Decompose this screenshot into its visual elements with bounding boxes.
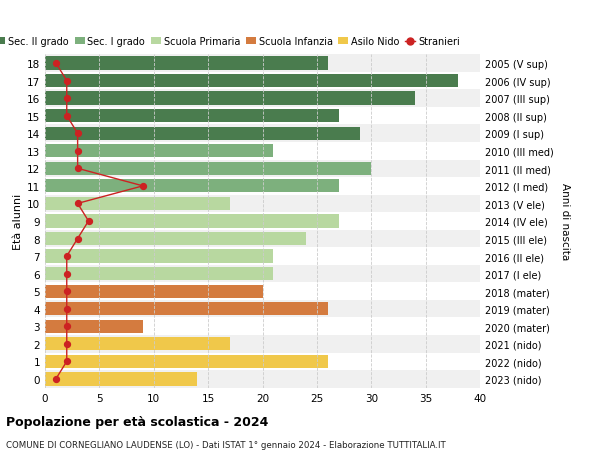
Bar — [45, 337, 230, 351]
Bar — [45, 302, 328, 316]
Point — [73, 130, 82, 138]
Bar — [45, 180, 338, 193]
Bar — [45, 215, 338, 228]
Legend: Sec. II grado, Sec. I grado, Scuola Primaria, Scuola Infanzia, Asilo Nido, Stran: Sec. II grado, Sec. I grado, Scuola Prim… — [0, 37, 460, 47]
Bar — [45, 75, 458, 88]
Y-axis label: Anni di nascita: Anni di nascita — [560, 183, 570, 260]
Point — [73, 148, 82, 155]
Bar — [45, 143, 480, 160]
Point — [62, 288, 71, 295]
Point — [51, 375, 61, 383]
Bar — [45, 107, 480, 125]
Point — [73, 165, 82, 173]
Point — [62, 270, 71, 278]
Bar — [45, 195, 480, 213]
Bar — [45, 162, 371, 175]
Point — [73, 235, 82, 243]
Bar — [45, 125, 480, 143]
Bar — [45, 230, 480, 248]
Bar — [45, 248, 480, 265]
Point — [51, 60, 61, 67]
Bar — [45, 90, 480, 107]
Point — [62, 253, 71, 260]
Point — [138, 183, 148, 190]
Bar — [45, 370, 480, 388]
Point — [62, 305, 71, 313]
Bar — [45, 265, 480, 283]
Point — [62, 78, 71, 85]
Bar — [45, 373, 197, 386]
Bar — [45, 336, 480, 353]
Bar — [45, 300, 480, 318]
Bar — [45, 127, 361, 140]
Bar — [45, 55, 480, 73]
Point — [62, 113, 71, 120]
Bar — [45, 197, 230, 211]
Point — [62, 358, 71, 365]
Text: Popolazione per età scolastica - 2024: Popolazione per età scolastica - 2024 — [6, 415, 268, 428]
Point — [62, 95, 71, 102]
Point — [62, 323, 71, 330]
Text: COMUNE DI CORNEGLIANO LAUDENSE (LO) - Dati ISTAT 1° gennaio 2024 - Elaborazione : COMUNE DI CORNEGLIANO LAUDENSE (LO) - Da… — [6, 440, 446, 449]
Bar — [45, 353, 480, 370]
Point — [62, 341, 71, 348]
Bar — [45, 178, 480, 195]
Bar — [45, 73, 480, 90]
Bar — [45, 285, 263, 298]
Point — [84, 218, 94, 225]
Bar — [45, 213, 480, 230]
Bar — [45, 320, 143, 333]
Bar — [45, 110, 338, 123]
Bar — [45, 250, 274, 263]
Bar — [45, 283, 480, 300]
Point — [73, 200, 82, 207]
Bar — [45, 160, 480, 178]
Bar — [45, 318, 480, 336]
Bar — [45, 355, 328, 368]
Bar — [45, 268, 274, 280]
Bar — [45, 57, 328, 70]
Bar — [45, 232, 306, 246]
Y-axis label: Età alunni: Età alunni — [13, 193, 23, 250]
Bar — [45, 92, 415, 106]
Bar — [45, 145, 274, 158]
